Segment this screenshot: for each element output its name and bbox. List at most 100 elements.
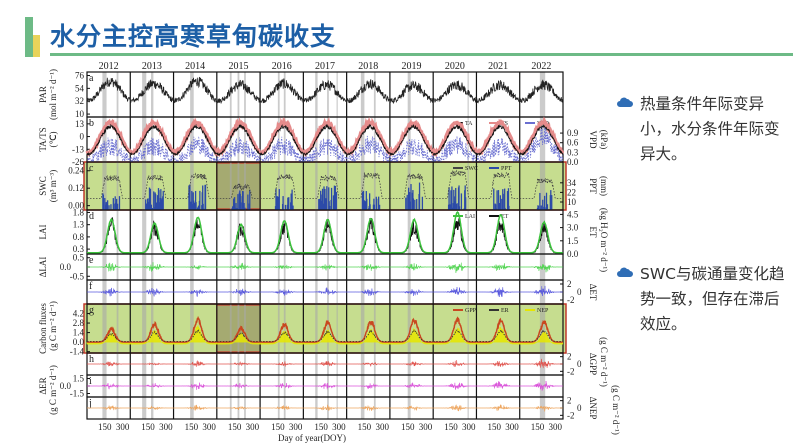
y-axis-label: LAI bbox=[38, 225, 48, 240]
drought-band bbox=[467, 72, 469, 419]
right-tick-label: 34 bbox=[567, 178, 577, 188]
slide-title: 水分主控高寒草甸碳收支 bbox=[50, 22, 337, 51]
y-tick-label: 1.4 bbox=[73, 328, 85, 338]
series-NEP-2017 bbox=[303, 329, 347, 345]
legend-label: NEP bbox=[537, 308, 549, 314]
y-tick-label: 10 bbox=[75, 109, 85, 119]
right-tick-label: 2 bbox=[567, 396, 572, 406]
series-delta-NEP-2015 bbox=[216, 405, 260, 411]
series-NEP-2015 bbox=[216, 332, 261, 345]
y-axis-label: Carbon fluxes bbox=[38, 303, 48, 354]
year-label: 2014 bbox=[185, 61, 205, 72]
series-SWC-2019 bbox=[389, 173, 433, 199]
series-GPP-2022 bbox=[519, 320, 563, 343]
series-delta-NEP-2020 bbox=[433, 404, 477, 412]
legend-label: PPT bbox=[501, 166, 512, 172]
series-NEP-2018 bbox=[346, 329, 390, 345]
panel-letter: g bbox=[89, 305, 94, 316]
series-delta-GPP-2014 bbox=[173, 359, 217, 367]
series-SWC-2017 bbox=[303, 174, 347, 199]
series-NEP-2013 bbox=[130, 330, 174, 345]
right-tick-label: 1.5 bbox=[567, 236, 579, 246]
series-ER-2020 bbox=[433, 329, 477, 342]
y-axis-label: TA/TS bbox=[38, 127, 48, 151]
series-delta-ET-2021 bbox=[476, 287, 520, 297]
panel-letter: f bbox=[89, 281, 93, 292]
x-tick-label: 150 bbox=[401, 422, 415, 432]
y-axis-label: ΔER bbox=[38, 377, 48, 394]
y-axis-unit: (℃) bbox=[48, 131, 58, 147]
series-delta-ET-2017 bbox=[303, 287, 347, 295]
drought-band bbox=[539, 72, 546, 419]
series-TS-2016 bbox=[258, 116, 305, 156]
y-tick-label: 0.0 bbox=[60, 262, 72, 272]
cloud-icon bbox=[617, 267, 633, 277]
series-SWC-2021 bbox=[476, 171, 520, 199]
y-tick-label: 2.8 bbox=[73, 318, 85, 328]
right-axis-unit: (mm) bbox=[599, 176, 609, 196]
series-LAI-2015 bbox=[216, 222, 260, 254]
series-GPP-2017 bbox=[303, 319, 347, 343]
series-LAI-2013 bbox=[130, 221, 174, 254]
bullet-2: SWC与碳通量变化趋势一致，但存在滞后效应。 bbox=[617, 262, 787, 337]
bullet-1: 热量条件年际变异小，水分条件年际变异大。 bbox=[617, 92, 787, 167]
right-axis-unit: (kg H₂O m⁻² d⁻¹) bbox=[599, 208, 609, 272]
y-tick-label: 0.00 bbox=[68, 201, 84, 211]
right-tick-label: 0 bbox=[577, 359, 582, 369]
series-delta-ET-2018 bbox=[346, 288, 390, 296]
series-delta-GPP-2012 bbox=[87, 360, 131, 367]
year-label: 2015 bbox=[228, 61, 248, 72]
y-axis-unit: (m³ m⁻³) bbox=[48, 170, 58, 202]
series-ER-2018 bbox=[346, 329, 390, 342]
y-axis-label: PAR bbox=[38, 86, 48, 103]
panel-i: i -1.50.01.5 ΔER (g C m⁻² d⁻¹) bbox=[38, 365, 564, 415]
panel-g: g -1.40.01.42.84.2 Carbon fluxes (g C m⁻² d… bbox=[38, 301, 564, 357]
series-delta-NEP-2017 bbox=[303, 404, 347, 411]
series-delta-ET-2014 bbox=[173, 289, 217, 297]
drought-band bbox=[315, 72, 318, 419]
series-PAR-2015 bbox=[216, 79, 261, 105]
panel-letter: b bbox=[89, 118, 94, 129]
y-tick-label: 76 bbox=[75, 71, 85, 81]
panel-letter: h bbox=[89, 354, 94, 365]
series-LAI-2014 bbox=[173, 216, 217, 254]
right-tick-label: 0.0 bbox=[567, 157, 579, 167]
y-tick-label: 4.2 bbox=[73, 309, 84, 319]
series-delta-LAI-2022 bbox=[519, 264, 563, 273]
right-tick-label: 0.6 bbox=[567, 138, 579, 148]
y-tick-label: 1.5 bbox=[73, 374, 85, 384]
series-delta-GPP-2017 bbox=[303, 360, 347, 367]
x-tick-label: 150 bbox=[314, 422, 328, 432]
series-delta-NEP-2021 bbox=[476, 404, 520, 411]
series-NEP-2014 bbox=[173, 325, 217, 345]
legend-label: TA bbox=[465, 121, 473, 127]
x-tick-label: 150 bbox=[358, 422, 372, 432]
series-delta-GPP-2019 bbox=[389, 361, 433, 367]
x-tick-label: 150 bbox=[141, 422, 155, 432]
right-axis-unit: (g C m⁻² d⁻¹) bbox=[599, 337, 609, 387]
panel-letter: i bbox=[89, 376, 92, 387]
series-VPD-2012 bbox=[87, 137, 131, 163]
series-TS-2012 bbox=[85, 118, 132, 158]
series-delta-ET-2015 bbox=[216, 288, 260, 297]
series-TA-2019 bbox=[389, 124, 433, 156]
series-delta-ET-2020 bbox=[433, 287, 477, 296]
title-accent-green bbox=[25, 17, 33, 57]
series-delta-ER-2020 bbox=[433, 382, 477, 390]
x-tick-label: 300 bbox=[505, 422, 519, 432]
series-delta-ER-2016 bbox=[260, 382, 304, 389]
series-LAI-2020 bbox=[433, 210, 477, 254]
series-delta-ER-2014 bbox=[173, 382, 217, 390]
right-tick-label: 0.3 bbox=[567, 147, 579, 157]
bullet-text: 热量条件年际变异小，水分条件年际变异大。 bbox=[640, 95, 780, 163]
right-axis-unit: (g C m⁻² d⁻¹) bbox=[611, 385, 621, 435]
series-VPD-2020 bbox=[432, 136, 477, 163]
x-tick-label: 150 bbox=[444, 422, 458, 432]
series-ER-2016 bbox=[260, 331, 304, 342]
series-delta-ER-2015 bbox=[216, 383, 260, 389]
series-delta-LAI-2017 bbox=[303, 264, 347, 271]
drought-band bbox=[151, 72, 154, 419]
series-VPD-2022 bbox=[519, 126, 564, 163]
series-delta-LAI-2019 bbox=[389, 263, 433, 271]
